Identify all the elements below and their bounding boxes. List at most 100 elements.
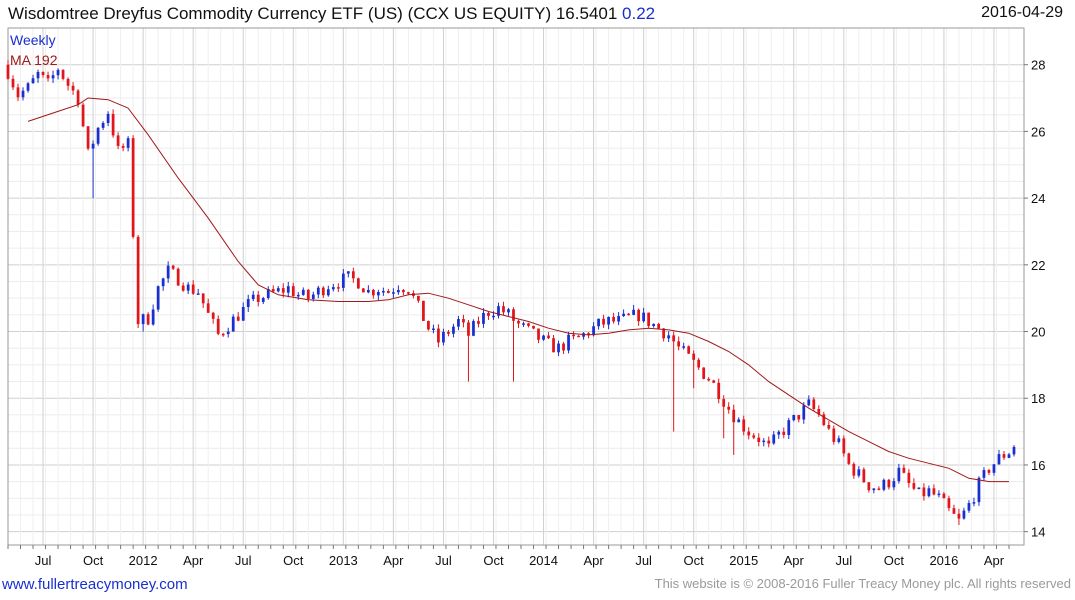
candle bbox=[877, 486, 881, 491]
candle bbox=[717, 378, 721, 404]
candle bbox=[572, 331, 575, 340]
candle bbox=[612, 312, 615, 324]
candle bbox=[427, 320, 430, 331]
candle bbox=[381, 287, 385, 296]
candle bbox=[467, 319, 470, 382]
candle bbox=[757, 433, 761, 447]
chart-grid bbox=[7, 28, 1024, 545]
candle bbox=[557, 340, 560, 357]
candle bbox=[106, 111, 110, 127]
candle bbox=[472, 319, 475, 337]
candle bbox=[96, 127, 100, 146]
moving-average-line bbox=[27, 97, 1009, 483]
candle bbox=[131, 135, 135, 239]
candle bbox=[336, 283, 340, 292]
price-change: 0.22 bbox=[622, 4, 656, 23]
candle bbox=[191, 280, 195, 295]
candle bbox=[792, 414, 796, 422]
candle bbox=[171, 264, 175, 271]
candle bbox=[597, 318, 600, 330]
x-tick-label: Apr bbox=[984, 553, 1005, 568]
candle bbox=[542, 334, 545, 341]
candle bbox=[862, 467, 866, 483]
candle bbox=[211, 311, 215, 324]
candle bbox=[987, 468, 991, 476]
x-tick-label: Oct bbox=[83, 553, 104, 568]
candle bbox=[447, 329, 450, 337]
candle bbox=[667, 331, 671, 343]
candle bbox=[356, 277, 360, 289]
candle bbox=[512, 307, 515, 382]
candle bbox=[91, 140, 95, 199]
candle bbox=[1002, 450, 1006, 460]
candle bbox=[321, 286, 325, 298]
candle bbox=[887, 478, 891, 490]
candle bbox=[16, 83, 20, 102]
candle bbox=[226, 327, 230, 338]
candle bbox=[86, 125, 90, 151]
candle bbox=[582, 332, 585, 340]
chart-date: 2016-04-29 bbox=[981, 4, 1063, 21]
candle bbox=[912, 478, 916, 491]
candle bbox=[31, 74, 35, 84]
candle bbox=[116, 132, 120, 150]
candle bbox=[652, 323, 656, 328]
x-tick-label: 2016 bbox=[929, 553, 958, 568]
candle bbox=[752, 433, 756, 440]
x-tick-label: Apr bbox=[383, 553, 404, 568]
candle bbox=[156, 285, 160, 312]
candle bbox=[437, 324, 440, 348]
candle bbox=[962, 507, 966, 520]
candle bbox=[942, 492, 946, 499]
candle bbox=[386, 288, 390, 294]
candle bbox=[146, 312, 150, 326]
candle bbox=[166, 261, 170, 283]
x-tick-label: Apr bbox=[183, 553, 204, 568]
candle bbox=[622, 309, 625, 317]
candle bbox=[957, 508, 961, 525]
candle bbox=[882, 478, 886, 492]
candle bbox=[71, 82, 75, 95]
candle bbox=[6, 60, 10, 81]
candle bbox=[712, 379, 716, 384]
candle bbox=[256, 291, 260, 307]
candle bbox=[1012, 445, 1016, 457]
candle bbox=[617, 312, 620, 326]
y-tick-label: 18 bbox=[1031, 391, 1045, 406]
y-tick-label: 20 bbox=[1031, 325, 1045, 340]
candle bbox=[972, 497, 976, 507]
candle bbox=[897, 463, 901, 484]
x-tick-label: Jul bbox=[235, 553, 252, 568]
candle bbox=[907, 469, 911, 488]
x-tick-label: 2015 bbox=[729, 553, 758, 568]
candle bbox=[892, 478, 896, 491]
candles-group bbox=[6, 60, 1016, 525]
y-tick-label: 24 bbox=[1031, 191, 1045, 206]
candle bbox=[291, 282, 295, 297]
candle bbox=[141, 313, 145, 332]
candle bbox=[196, 288, 200, 295]
candle bbox=[462, 314, 465, 328]
candle bbox=[722, 395, 726, 439]
candle bbox=[151, 304, 155, 326]
candle bbox=[787, 417, 791, 439]
candle bbox=[417, 295, 420, 303]
candle bbox=[392, 288, 395, 298]
candle bbox=[607, 316, 610, 330]
x-tick-label: Jul bbox=[635, 553, 652, 568]
candle bbox=[532, 325, 535, 330]
candle bbox=[236, 312, 240, 322]
candle bbox=[922, 483, 926, 501]
candle bbox=[552, 335, 555, 353]
legend-ma-192: MA 192 bbox=[10, 52, 58, 68]
candle bbox=[682, 342, 686, 350]
candle bbox=[952, 504, 956, 514]
candle bbox=[577, 335, 580, 338]
candle bbox=[316, 285, 320, 299]
website-link[interactable]: www.fullertreacymoney.com bbox=[2, 576, 188, 593]
y-tick-label: 28 bbox=[1031, 58, 1045, 73]
candle bbox=[842, 435, 846, 457]
x-tick-label: Apr bbox=[784, 553, 805, 568]
candle bbox=[126, 136, 130, 152]
